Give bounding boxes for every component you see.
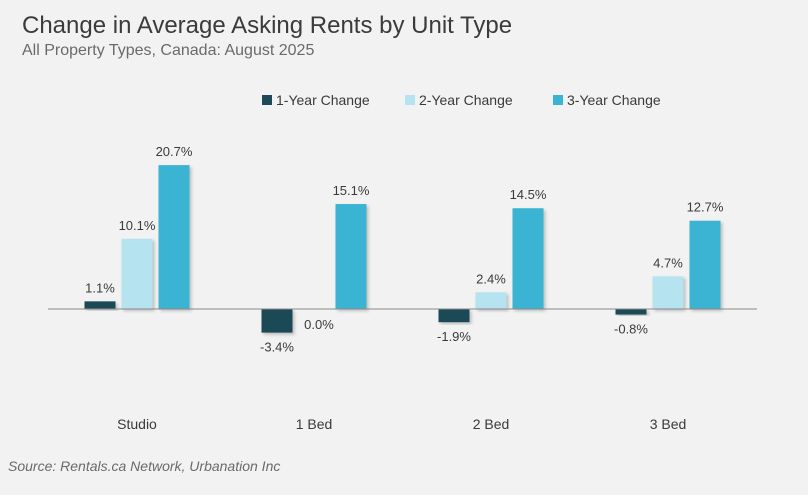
- category-label-3-bed: 3 Bed: [650, 416, 687, 432]
- category-label-studio: Studio: [117, 416, 157, 432]
- legend: 1-Year Change 2-Year Change 3-Year Chang…: [0, 92, 808, 112]
- data-label-2-bed-3-year: 14.5%: [510, 187, 547, 202]
- legend-swatch-3-year: [553, 95, 563, 105]
- source-note: Source: Rentals.ca Network, Urbanation I…: [8, 458, 281, 474]
- legend-item-3-year: 3-Year Change: [553, 92, 661, 108]
- legend-label-2-year: 2-Year Change: [419, 92, 513, 108]
- bar-2-bed-2-year: [475, 292, 507, 309]
- data-label-3-bed-3-year: 12.7%: [687, 200, 724, 215]
- bar-3-bed-3-year: [689, 220, 721, 309]
- data-label-1-bed-1-year: -3.4%: [260, 340, 294, 355]
- bar-3-bed-2-year: [652, 276, 684, 309]
- data-label-1-bed-3-year: 15.1%: [333, 183, 370, 198]
- category-label-2-bed: 2 Bed: [473, 416, 510, 432]
- bar-3-bed-1-year: [615, 309, 647, 315]
- data-label-3-bed-2-year: 4.7%: [653, 255, 683, 270]
- data-label-studio-3-year: 20.7%: [156, 144, 193, 159]
- data-label-studio-2-year: 10.1%: [119, 218, 156, 233]
- bar-studio-2-year: [121, 238, 153, 309]
- legend-item-1-year: 1-Year Change: [262, 92, 370, 108]
- category-label-1-bed: 1 Bed: [296, 416, 333, 432]
- bar-1-bed-3-year: [335, 204, 367, 309]
- bar-studio-3-year: [158, 165, 190, 309]
- legend-swatch-2-year: [405, 95, 415, 105]
- legend-swatch-1-year: [262, 95, 272, 105]
- data-label-2-bed-2-year: 2.4%: [476, 271, 506, 286]
- chart-subtitle: All Property Types, Canada: August 2025: [22, 42, 315, 59]
- legend-label-1-year: 1-Year Change: [276, 92, 370, 108]
- chart-title: Change in Average Asking Rents by Unit T…: [22, 12, 513, 39]
- data-label-studio-1-year: 1.1%: [85, 280, 115, 295]
- bar-2-bed-1-year: [438, 309, 470, 323]
- bar-1-bed-1-year: [261, 309, 293, 333]
- bar-2-bed-3-year: [512, 208, 544, 309]
- data-label-1-bed-2-year: 0.0%: [304, 317, 334, 332]
- data-label-3-bed-1-year: -0.8%: [614, 322, 648, 337]
- bar-studio-1-year: [84, 301, 116, 309]
- legend-item-2-year: 2-Year Change: [405, 92, 513, 108]
- data-label-2-bed-1-year: -1.9%: [437, 329, 471, 344]
- legend-label-3-year: 3-Year Change: [567, 92, 661, 108]
